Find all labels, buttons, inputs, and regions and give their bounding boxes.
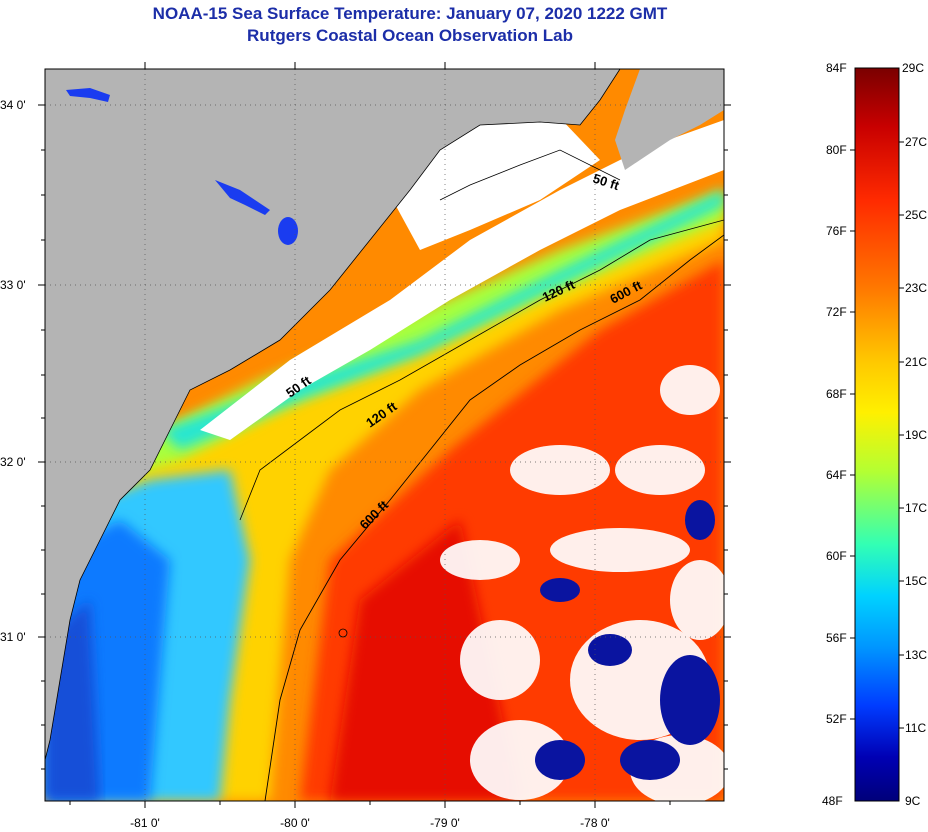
colorbar-c-15: 15C [905,574,928,588]
lon-label-79: -79 0' [430,816,460,830]
colorbar-f-84: 84F [826,61,847,75]
lat-label-31: 31 0' [0,630,26,644]
lat-label-33: 33 0' [0,278,26,292]
colorbar-f-76: 76F [826,224,847,238]
map-title: NOAA-15 Sea Surface Temperature: January… [152,4,668,23]
colorbar-c-13: 13C [905,648,928,662]
axis-ticks [38,62,731,808]
colorbar-f-56: 56F [826,631,847,645]
lat-label-32: 32 0' [0,455,26,469]
colorbar-c-23: 23C [905,281,928,295]
colorbar-f-80: 80F [826,143,847,157]
lon-label-78: -78 0' [580,816,610,830]
colorbar-f-64: 64F [826,468,847,482]
colorbar-c-9: 9C [905,794,921,808]
colorbar-f-72: 72F [826,305,847,319]
sst-image: 50 ft 50 ft 120 ft 120 ft 600 ft 600 ft [45,69,724,801]
colorbar-f-60: 60F [826,549,847,563]
map-frame [44,68,725,802]
colorbar-ticks [850,141,904,729]
lon-label-81: -81 0' [130,816,160,830]
colorbar-c-17: 17C [905,501,928,515]
colorbar-c-25: 25C [905,208,928,222]
colorbar-c-27: 27C [905,135,928,149]
colorbar-f-48: 48F [822,794,843,808]
colorbar [854,67,900,802]
colorbar-c-21: 21C [905,355,928,369]
lat-label-34: 34 0' [0,98,26,112]
colorbar-c-29: 29C [902,61,925,75]
lon-label-80: -80 0' [280,816,310,830]
colorbar-c-11: 11C [905,721,927,735]
map-subtitle: Rutgers Coastal Ocean Observation Lab [247,26,573,45]
colorbar-f-68: 68F [826,387,847,401]
colorbar-c-19: 19C [905,428,928,442]
colorbar-f-52: 52F [826,712,847,726]
